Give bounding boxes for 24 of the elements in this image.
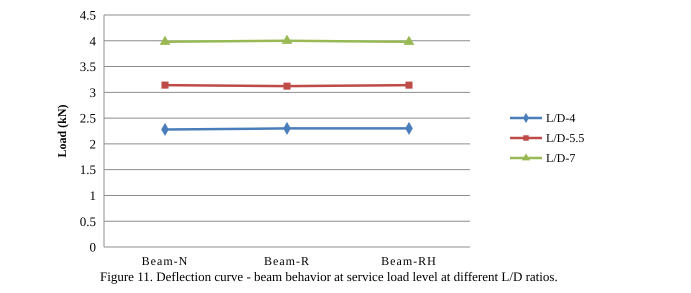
text: Figure 11. Deflection curve - beam behavior at service load level at different L/D ratios. — [100, 269, 558, 284]
legend-label: L/D-4 — [546, 111, 576, 126]
x-tick-label: Beam-R — [264, 254, 310, 268]
y-tick-label: 1 — [90, 188, 96, 203]
x-tick-label: Beam-N — [142, 254, 188, 268]
y-axis-title: Load (kN) — [55, 104, 69, 158]
legend-label: L/D-5.5 — [546, 131, 584, 146]
point — [405, 82, 413, 89]
y-tick-label: 2.5 — [80, 110, 96, 126]
y-tick-label: 4 — [90, 33, 96, 48]
point — [160, 36, 170, 45]
point — [404, 36, 414, 45]
y-tick-label: 2 — [90, 136, 96, 152]
legend-label: L/D-7 — [546, 151, 576, 166]
y-tick-label: 4.5 — [80, 8, 96, 23]
y-tick-label: 3.5 — [80, 59, 96, 74]
y-tick-label: 1.5 — [80, 162, 96, 178]
point — [283, 82, 291, 90]
point — [161, 82, 169, 89]
y-tick-label: 3 — [90, 84, 96, 100]
y-tick-label: 0 — [90, 240, 96, 255]
point — [282, 34, 292, 44]
x-tick-label: Beam-RH — [381, 254, 437, 268]
y-tick-label: 0.5 — [80, 214, 96, 229]
